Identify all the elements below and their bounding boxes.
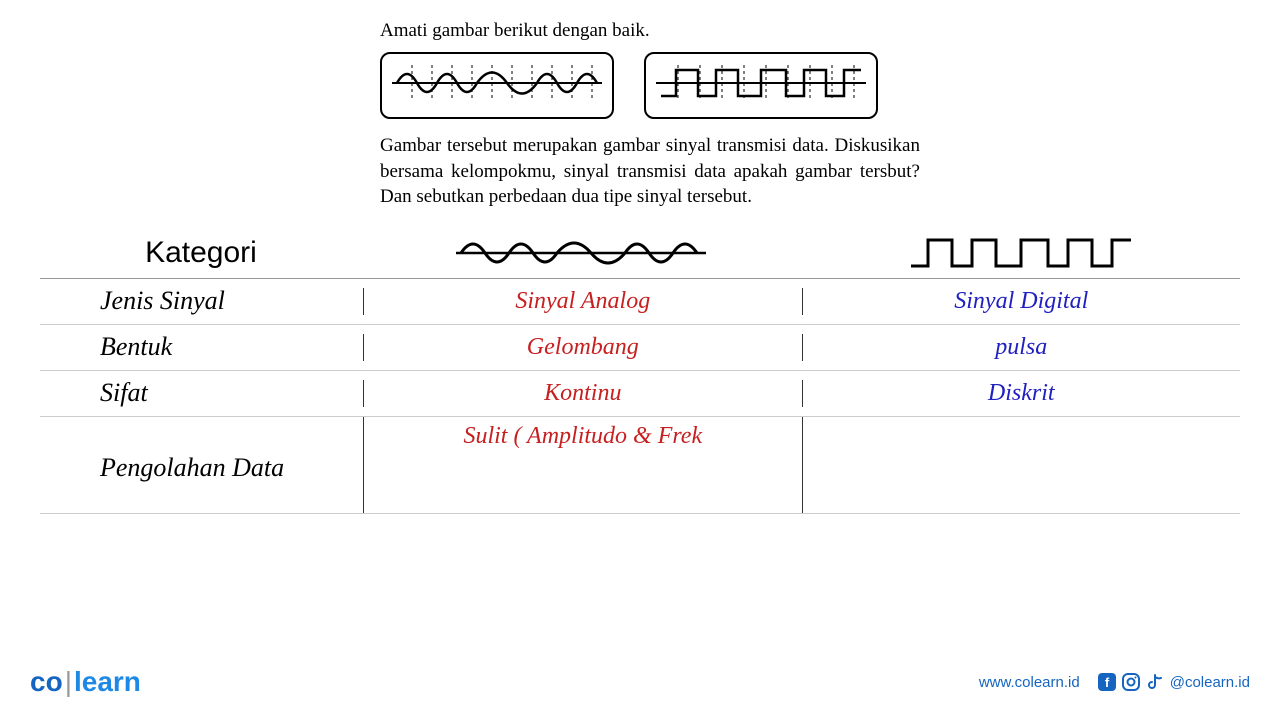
row-label: Pengolahan Data [40,447,363,483]
digital-header-wave [801,228,1240,278]
instagram-icon [1122,673,1140,691]
table-row: Sifat Kontinu Diskrit [40,371,1240,417]
square-wave-icon [656,60,866,106]
row-digital: Diskrit [802,380,1240,407]
row-analog: Kontinu [363,380,801,407]
row-analog: Sulit ( Amplitudo & Frek [363,417,801,513]
row-label: Jenis Sinyal [40,286,363,316]
row-digital [802,417,1240,513]
table-row: Jenis Sinyal Sinyal Analog Sinyal Digita… [40,279,1240,325]
tiktok-icon [1146,673,1164,691]
sine-wave-icon [392,60,602,106]
table-row: Bentuk Gelombang pulsa [40,325,1240,371]
facebook-icon: f [1098,673,1116,691]
table-header-row: Kategori [40,228,1240,279]
signal-box-row [380,52,920,119]
svg-text:f: f [1105,675,1110,690]
footer-right: www.colearn.id f @colearn.id [979,673,1250,691]
comparison-table: Kategori Jenis Sinyal Sinyal Analog Siny… [40,228,1240,514]
logo-divider: | [63,666,74,697]
website-url: www.colearn.id [979,674,1080,691]
row-label: Bentuk [40,332,363,362]
square-wave-icon [906,232,1136,274]
instruction-text: Amati gambar berikut dengan baik. [380,20,920,42]
sine-wave-icon [456,232,706,274]
analog-header-wave [362,228,801,278]
row-analog: Gelombang [363,334,801,361]
row-analog: Sinyal Analog [363,288,801,315]
row-digital: pulsa [802,334,1240,361]
social-handle: @colearn.id [1170,674,1250,691]
table-row: Pengolahan Data Sulit ( Amplitudo & Frek [40,417,1240,514]
logo-learn: learn [74,666,141,697]
digital-signal-box [644,52,878,119]
row-label: Sifat [40,378,363,408]
social-links: f @colearn.id [1098,673,1250,691]
top-section: Amati gambar berikut dengan baik. [380,20,920,210]
logo-co: co [30,666,63,697]
brand-logo: co|learn [30,666,141,698]
page-content: Amati gambar berikut dengan baik. [0,0,1280,514]
row-digital: Sinyal Digital [802,288,1240,315]
footer: co|learn www.colearn.id f @colearn.id [0,666,1280,698]
kategori-header: Kategori [40,230,362,276]
analog-signal-box [380,52,614,119]
paragraph-text: Gambar tersebut merupakan gambar sinyal … [380,133,920,210]
